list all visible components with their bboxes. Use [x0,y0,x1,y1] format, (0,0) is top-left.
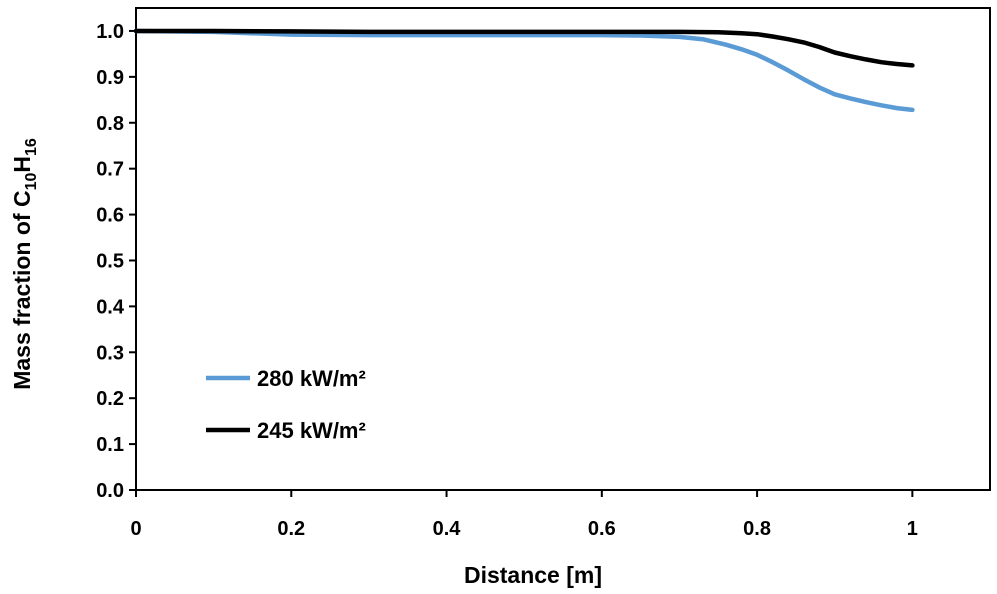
series-line-1 [133,28,915,113]
y-tick-label: 0.5 [96,250,124,272]
y-tick-label: 0.7 [96,159,124,181]
x-tick-label: 0.2 [277,518,305,540]
series-layer [133,28,915,113]
x-tick-label: 1 [907,518,918,540]
y-axis-ticks: 0.0 0.1 0.2 0.3 0.4 0.5 0.6 0.7 0.8 0.9 1.0 [96,21,136,502]
y-tick-label: 0.6 [96,205,124,227]
plot-area [135,7,991,491]
x-tick-label: 0 [130,518,141,540]
series-line-2 [133,28,915,68]
y-tick-label: 0.4 [96,296,125,318]
y-axis-title: Mass fraction of C10H16 [9,138,40,390]
y-tick-label: 0.0 [96,480,124,502]
y-tick-label: 0.9 [96,67,124,89]
y-axis-title-mid: H [9,156,35,173]
x-axis-ticks: 0 0.2 0.4 0.6 0.8 1 [130,490,918,540]
y-tick-label: 0.2 [96,388,124,410]
y-tick-label: 0.8 [96,113,124,135]
y-axis-title-subscript-1: 10 [23,173,40,191]
y-axis-title-subscript-2: 16 [23,138,40,156]
y-tick-label: 1.0 [96,21,124,43]
y-tick-label: 0.1 [96,434,124,456]
x-tick-label: 0.8 [743,518,771,540]
legend: 280 kW/m² 245 kW/m² [206,366,366,443]
legend-label-2: 245 kW/m² [257,418,366,443]
legend-label-1: 280 kW/m² [257,366,366,391]
x-tick-label: 0.4 [433,518,462,540]
x-axis-title: Distance [m] [464,562,602,588]
y-tick-label: 0.3 [96,342,124,364]
y-axis-title-prefix: Mass fraction of C [9,190,35,389]
x-tick-label: 0.6 [588,518,616,540]
